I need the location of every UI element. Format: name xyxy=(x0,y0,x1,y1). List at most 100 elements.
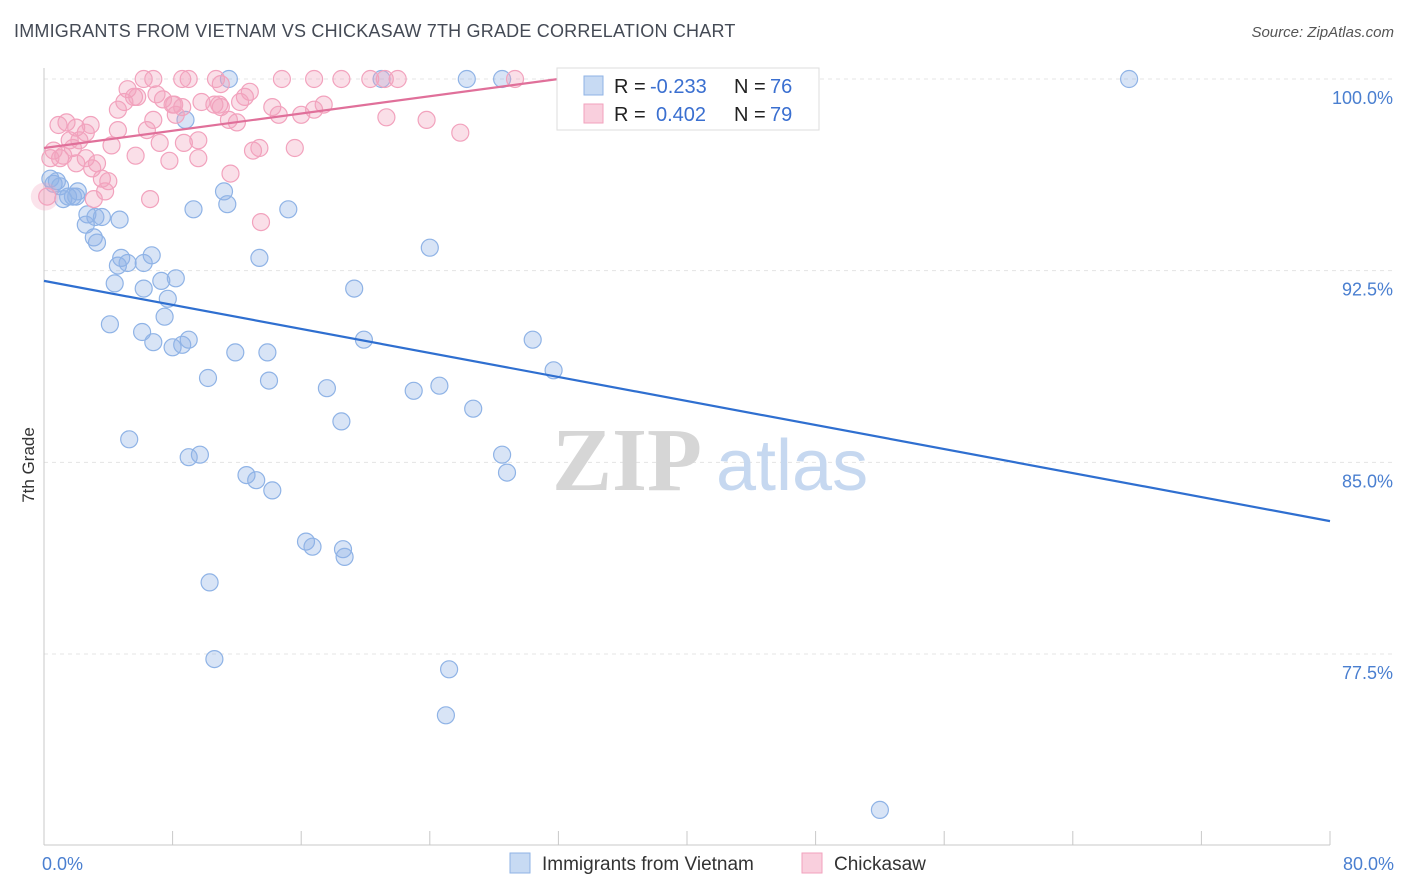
data-point xyxy=(76,149,95,168)
data-point xyxy=(84,228,103,247)
data-point xyxy=(305,69,324,89)
data-point xyxy=(141,190,160,209)
data-point xyxy=(493,445,512,464)
data-point xyxy=(1119,69,1139,89)
y-tick-label: 77.5% xyxy=(1342,663,1393,683)
data-point xyxy=(105,274,124,293)
data-point xyxy=(457,69,476,89)
data-point xyxy=(84,190,103,209)
data-point xyxy=(144,110,163,130)
y-tick-label: 85.0% xyxy=(1342,471,1393,491)
data-point xyxy=(375,69,394,89)
data-point xyxy=(152,271,171,290)
data-point xyxy=(263,481,282,500)
data-point xyxy=(404,381,423,400)
data-point xyxy=(440,660,459,679)
data-point xyxy=(211,74,230,94)
data-point xyxy=(200,573,219,592)
data-point xyxy=(108,121,128,140)
y-axis-label: 7th Grade xyxy=(19,427,38,503)
data-point xyxy=(205,649,224,669)
data-point xyxy=(303,537,322,556)
data-point xyxy=(333,540,353,559)
data-point xyxy=(523,330,542,349)
data-point xyxy=(99,172,118,191)
data-point xyxy=(165,95,184,114)
data-point xyxy=(179,69,198,89)
data-point xyxy=(417,110,436,130)
data-point xyxy=(126,146,145,165)
stats-legend: R = -0.233 N = 76 R = 0.402 N = 79 xyxy=(556,67,820,131)
data-point xyxy=(259,371,279,390)
data-point xyxy=(317,379,336,398)
trend-line-chickasaw xyxy=(43,77,559,150)
legend-r-value-1: -0.233 xyxy=(650,76,707,98)
data-point xyxy=(50,149,70,168)
data-point xyxy=(155,307,174,326)
data-point xyxy=(235,87,254,107)
data-point xyxy=(142,246,161,265)
data-point xyxy=(250,138,269,158)
legend-r-label-1: R = xyxy=(614,76,646,98)
x-tick-label: 0.0% xyxy=(42,854,83,874)
data-point xyxy=(144,69,163,89)
data-point xyxy=(184,200,203,219)
data-point xyxy=(377,108,396,127)
data-point xyxy=(150,133,169,152)
data-point xyxy=(100,315,120,334)
data-point xyxy=(110,210,129,229)
trend-line-vietnam xyxy=(43,279,1331,523)
data-point xyxy=(190,445,209,464)
data-point xyxy=(134,69,153,89)
data-point xyxy=(332,69,351,89)
data-point xyxy=(179,448,198,467)
data-point xyxy=(153,90,173,109)
data-point xyxy=(173,69,192,89)
data-point xyxy=(332,412,351,431)
data-point xyxy=(174,133,193,152)
data-point xyxy=(128,87,147,107)
data-point xyxy=(144,333,163,352)
data-point xyxy=(464,399,483,418)
series-legend: Immigrants from Vietnam Chickasaw xyxy=(509,852,926,875)
data-point xyxy=(198,368,218,388)
bottom-legend-swatch-chickasaw xyxy=(801,852,823,874)
legend-n-value-2: 79 xyxy=(770,104,792,126)
data-point xyxy=(240,82,259,101)
data-point xyxy=(47,172,67,191)
data-point xyxy=(420,238,439,257)
data-point xyxy=(250,248,269,267)
data-point xyxy=(179,330,198,349)
y-tick-label: 100.0% xyxy=(1332,88,1393,108)
legend-n-label-1: N = xyxy=(734,76,766,98)
data-point xyxy=(388,69,407,89)
chart-title: IMMIGRANTS FROM VIETNAM VS CHICKASAW 7TH… xyxy=(14,21,736,41)
data-point xyxy=(272,69,291,89)
data-point xyxy=(345,279,364,298)
data-point xyxy=(81,115,100,135)
data-point xyxy=(436,706,455,725)
data-point-cluster xyxy=(30,182,59,211)
data-point xyxy=(108,100,128,119)
data-point xyxy=(251,213,271,232)
data-point xyxy=(451,123,470,142)
trend-lines xyxy=(43,77,1331,523)
data-point xyxy=(218,195,237,214)
x-tick-label: 80.0% xyxy=(1343,854,1394,874)
data-point xyxy=(210,95,229,114)
data-point xyxy=(87,154,107,173)
data-point xyxy=(57,113,76,132)
data-points xyxy=(30,69,1139,820)
data-point xyxy=(166,269,185,288)
legend-r-label-2: R = xyxy=(614,104,646,126)
data-point xyxy=(189,131,208,150)
data-point xyxy=(54,146,73,165)
legend-n-label-2: N = xyxy=(734,104,766,126)
data-point xyxy=(87,233,107,252)
data-point xyxy=(226,343,245,362)
data-point xyxy=(118,253,137,273)
legend-n-value-1: 76 xyxy=(770,76,792,98)
data-point xyxy=(258,343,277,362)
data-point xyxy=(160,151,179,170)
